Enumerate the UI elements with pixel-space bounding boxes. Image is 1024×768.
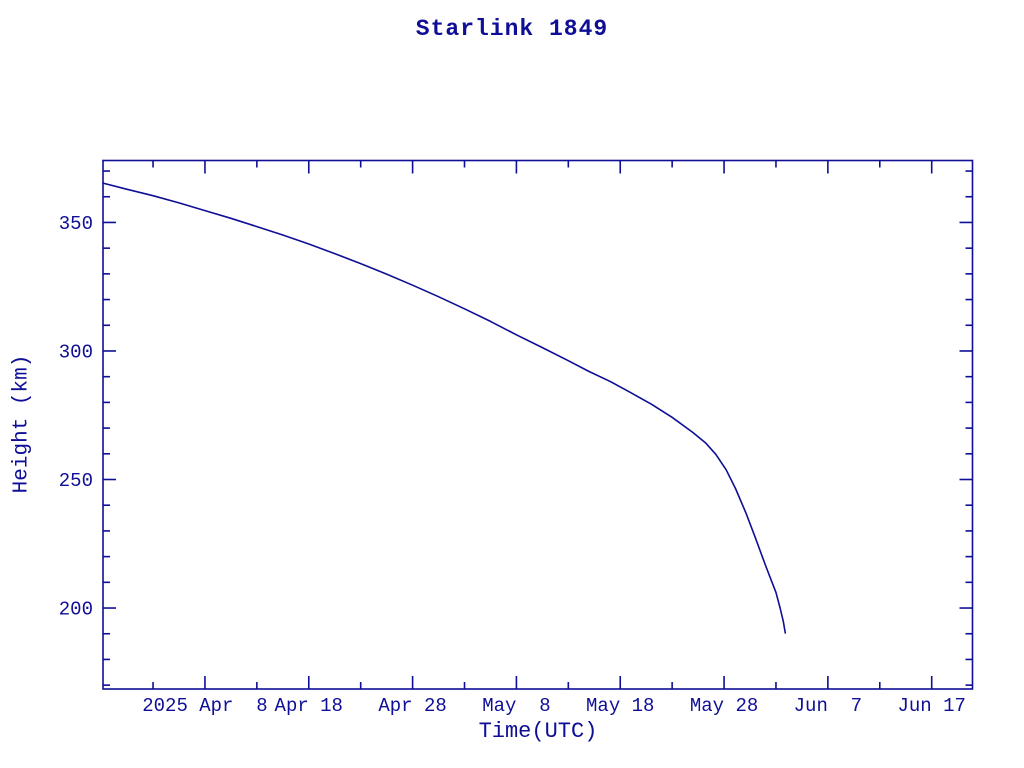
x-tick-label: Apr 18 — [275, 695, 343, 717]
x-tick-label: May 18 — [586, 695, 654, 717]
y-tick-label: 250 — [59, 470, 93, 492]
y-tick-label: 300 — [59, 341, 93, 363]
height-decay-curve — [102, 182, 787, 634]
x-tick-label: 2025 Apr 8 — [142, 695, 267, 717]
y-tick-label: 350 — [59, 213, 93, 235]
plot-frame — [102, 159, 974, 690]
x-tick-label: May 8 — [482, 695, 550, 717]
chart-title: Starlink 1849 — [415, 16, 609, 42]
x-tick-label: May 28 — [690, 695, 758, 717]
x-tick-label: Jun 17 — [897, 695, 965, 717]
y-tick-label: 200 — [59, 599, 93, 621]
x-tick-label: Jun 7 — [794, 695, 862, 717]
x-axis-title: Time(UTC) — [478, 719, 598, 744]
x-tick-label: Apr 28 — [378, 695, 446, 717]
